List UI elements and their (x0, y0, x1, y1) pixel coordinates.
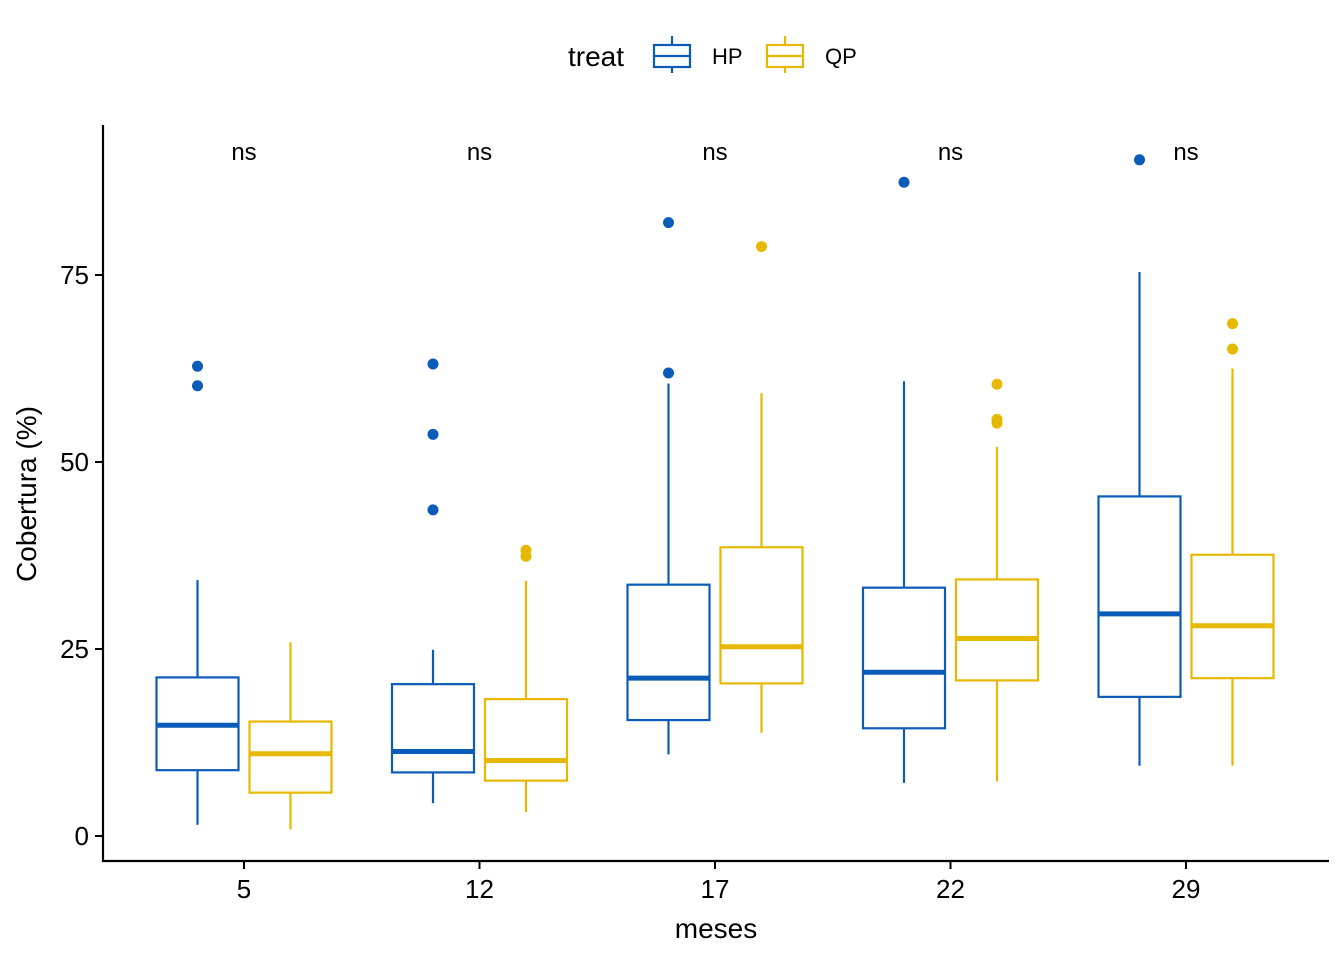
outlier-point (756, 241, 767, 253)
significance-label: ns (1173, 139, 1198, 166)
significance-labels: ns ns ns ns ns (231, 139, 1198, 166)
boxes (155, 154, 1275, 830)
significance-label: ns (231, 139, 256, 166)
outlier-point (663, 367, 674, 379)
legend-label: HP (712, 44, 743, 69)
outlier-point (427, 358, 439, 370)
box-HP-5 (155, 360, 240, 825)
y-tick-label: 75 (60, 260, 89, 290)
x-tick-label: 29 (1172, 874, 1201, 904)
outlier-point (192, 380, 203, 392)
outlier-point (427, 504, 439, 516)
box-QP-5 (248, 642, 333, 830)
legend-label: QP (825, 44, 857, 69)
x-tick-label: 22 (936, 874, 965, 904)
outlier-point (1134, 154, 1145, 166)
y-axis-title: Cobertura (%) (11, 406, 42, 582)
box-HP-17 (626, 217, 711, 755)
outlier-point (1227, 318, 1238, 330)
significance-label: ns (938, 139, 963, 166)
box-HP-12 (390, 358, 476, 804)
x-ticks: 5 12 17 22 29 (237, 861, 1201, 904)
legend: treat HP QP (568, 36, 857, 73)
box-HP-22 (861, 176, 947, 783)
y-ticks: 0 25 50 75 (60, 260, 103, 851)
legend-item-HP: HP (652, 36, 743, 73)
outlier-point (427, 428, 439, 440)
legend-title: treat (568, 41, 624, 72)
box-body (861, 586, 947, 730)
outlier-point (192, 360, 203, 372)
y-tick-label: 50 (60, 447, 89, 477)
outlier-point (898, 176, 910, 188)
x-axis-title: meses (675, 913, 757, 944)
outlier-point (991, 417, 1003, 429)
significance-label: ns (702, 139, 727, 166)
axes: 0 25 50 75 5 12 17 22 29 meses Cobertura (%) (11, 125, 1329, 944)
box-body (626, 583, 711, 722)
legend-item-QP: QP (765, 36, 857, 73)
outlier-point (663, 217, 674, 229)
legend-items: HP QP (652, 36, 857, 73)
box-QP-22 (954, 378, 1040, 782)
y-tick-label: 0 (75, 821, 89, 851)
outlier-point (1227, 343, 1238, 355)
box-body (719, 546, 804, 685)
x-tick-label: 5 (237, 874, 251, 904)
x-tick-label: 12 (465, 874, 494, 904)
box-body (1097, 495, 1182, 698)
box-QP-29 (1190, 318, 1275, 766)
box-HP-29 (1097, 154, 1182, 766)
box-body (390, 683, 476, 774)
outlier-point (520, 550, 532, 562)
x-tick-label: 17 (701, 874, 730, 904)
box-QP-12 (483, 544, 569, 813)
significance-label: ns (467, 139, 492, 166)
box-QP-17 (719, 241, 804, 733)
box-body (248, 720, 333, 794)
box-body (1190, 553, 1275, 680)
box-body (483, 698, 569, 782)
y-tick-label: 25 (60, 634, 89, 664)
box-body (954, 578, 1040, 682)
outlier-point (991, 378, 1003, 390)
